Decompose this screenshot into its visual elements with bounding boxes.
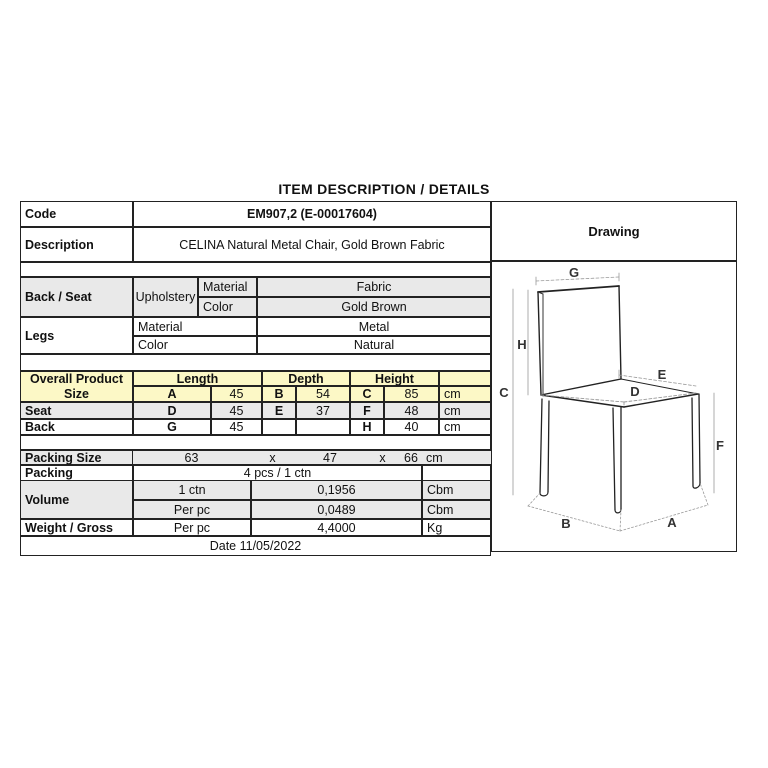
svg-text:C: C (499, 385, 509, 400)
svg-text:E: E (658, 367, 667, 382)
svg-text:D: D (630, 384, 639, 399)
svg-text:F: F (716, 438, 724, 453)
svg-text:A: A (667, 515, 677, 530)
svg-text:H: H (517, 337, 526, 352)
svg-text:B: B (561, 516, 570, 531)
svg-text:G: G (569, 265, 579, 280)
